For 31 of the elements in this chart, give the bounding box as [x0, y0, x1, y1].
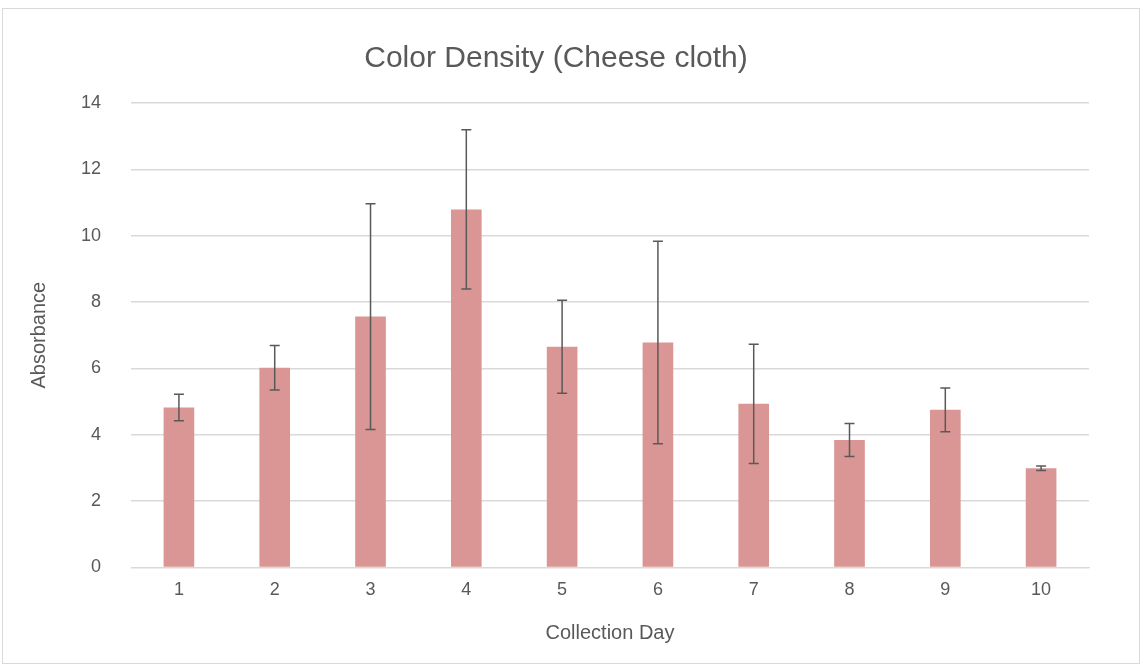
- x-tick-label: 2: [269, 579, 280, 600]
- y-tick-label: 14: [80, 91, 102, 112]
- x-tick-label: 10: [1031, 579, 1052, 600]
- y-tick-label: 4: [91, 423, 102, 444]
- bar: [450, 209, 482, 567]
- x-tick-label: 5: [557, 579, 568, 600]
- y-tick-label: 0: [91, 556, 102, 577]
- bar: [163, 407, 195, 567]
- x-tick-label: 4: [461, 579, 472, 600]
- y-tick-label: 2: [91, 490, 102, 511]
- bar: [929, 409, 961, 567]
- x-tick-label: 3: [365, 579, 376, 600]
- y-tick-label: 8: [91, 291, 102, 311]
- x-tick-label: 9: [940, 579, 951, 600]
- bar: [355, 316, 386, 567]
- chart-title: Color Density (Cheese cloth): [364, 40, 748, 74]
- x-axis-title: Collection Day: [545, 620, 675, 643]
- bar: [1025, 468, 1057, 567]
- y-tick-label: 12: [80, 158, 102, 179]
- x-tick-label: 7: [748, 579, 759, 600]
- bar: [738, 403, 770, 567]
- bar: [546, 346, 578, 567]
- x-tick-label: 1: [173, 579, 184, 600]
- y-tick-label: 10: [80, 224, 102, 245]
- bar: [259, 367, 291, 567]
- x-tick-label: 8: [844, 579, 855, 600]
- x-tick-label: 6: [652, 579, 663, 600]
- bar: [834, 440, 865, 567]
- bar: [642, 342, 674, 567]
- y-axis-title: Absorbance: [26, 281, 49, 389]
- y-tick-label: 6: [91, 357, 102, 378]
